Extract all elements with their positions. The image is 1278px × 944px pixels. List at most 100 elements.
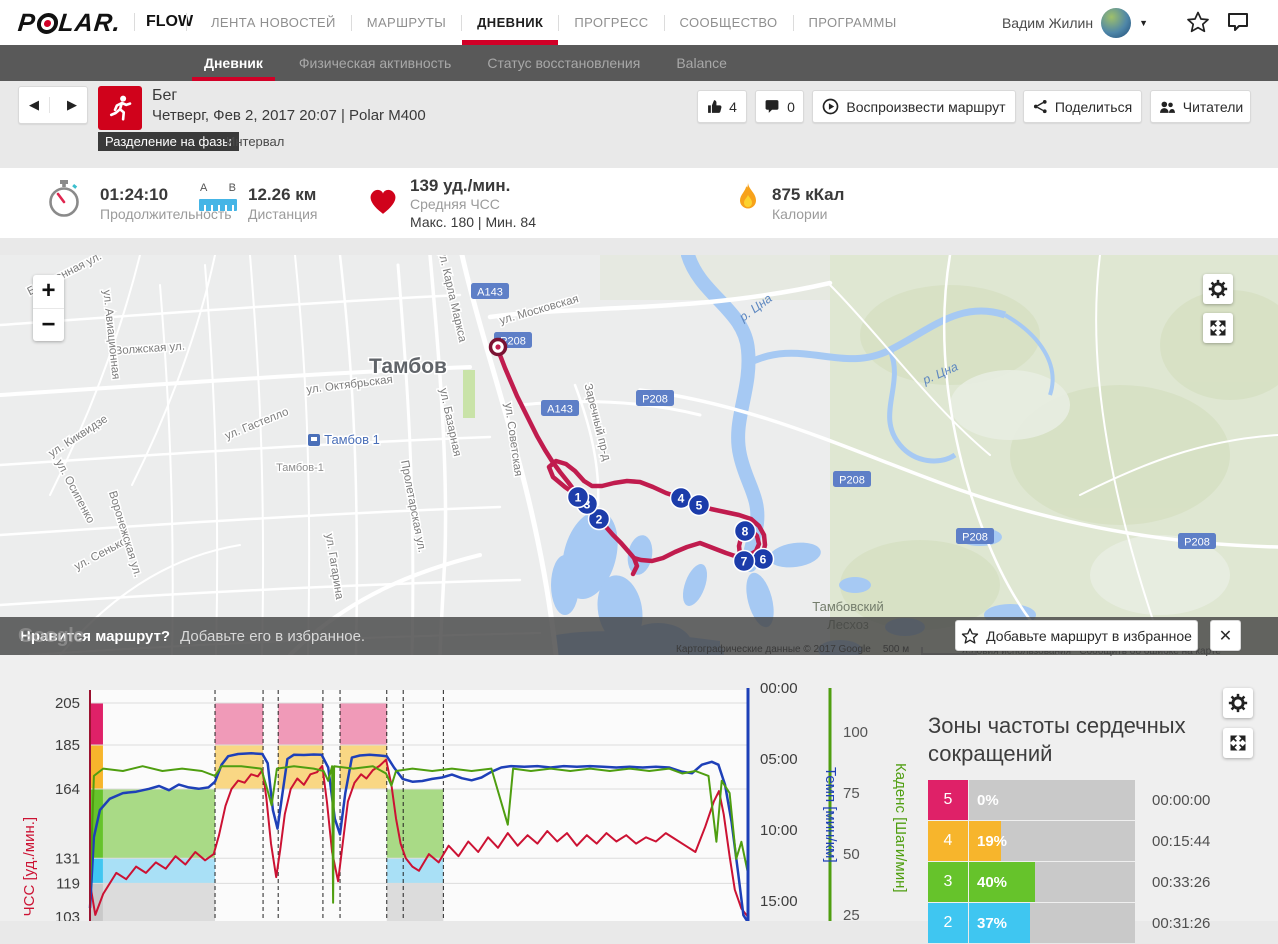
svg-text:6: 6: [760, 553, 767, 567]
zoom-in-button[interactable]: +: [33, 275, 64, 309]
main-nav-item[interactable]: ПРОГРАММЫ: [794, 0, 912, 45]
top-header: PLAR. FLOW ЛЕНТА НОВОСТЕЙМАРШРУТЫДНЕВНИК…: [0, 0, 1278, 45]
cadence-tick: 25: [843, 907, 860, 921]
followers-button[interactable]: Читатели: [1150, 90, 1251, 123]
next-activity-button[interactable]: ▶: [57, 97, 87, 113]
route-marker-6[interactable]: 6: [753, 549, 774, 570]
zone-percent: 37%: [977, 903, 1007, 943]
share-label: Поделиться: [1055, 99, 1132, 115]
route-marker-8[interactable]: 8: [735, 521, 756, 542]
svg-text:4: 4: [678, 492, 685, 506]
google-logo: Google: [18, 625, 84, 648]
hr-tick: 205: [55, 695, 80, 712]
main-nav-item[interactable]: ЛЕНТА НОВОСТЕЙ: [196, 0, 351, 45]
prev-activity-button[interactable]: ◀: [19, 97, 50, 113]
chevron-down-icon[interactable]: ▼: [1139, 18, 1148, 28]
like-button[interactable]: 4: [697, 90, 747, 123]
zone-number: 4: [928, 821, 968, 861]
pace-tick: 00:00: [760, 680, 798, 697]
zone-band: [387, 789, 444, 858]
avg-hr-label: Средняя ЧСС: [410, 196, 500, 212]
main-nav-item[interactable]: ПРОГРЕСС: [559, 0, 663, 45]
route-map[interactable]: ТамбовТамбов 1Тамбов-1ул. Советскаяул. Б…: [0, 255, 1278, 655]
comments-button[interactable]: 0: [755, 90, 804, 123]
main-nav-item[interactable]: МАРШРУТЫ: [352, 0, 461, 45]
hr-tick: 164: [55, 781, 80, 798]
diary-subnav: ДневникФизическая активностьСтатус восст…: [0, 45, 1278, 81]
route-marker-5[interactable]: 5: [689, 495, 710, 516]
zoom-out-button[interactable]: −: [33, 309, 64, 342]
chart-fullscreen-button[interactable]: [1223, 728, 1253, 758]
add-route-favorite-label: Добавьте маршрут в избранное: [986, 628, 1192, 644]
distance-label: Дистанция: [248, 206, 318, 222]
map-canvas[interactable]: ТамбовТамбов 1Тамбов-1ул. Советскаяул. Б…: [0, 255, 1278, 655]
road-badge: Р208: [1178, 533, 1216, 549]
subnav-item[interactable]: Balance: [658, 45, 745, 81]
zone-band: [90, 745, 103, 789]
zone-band: [215, 703, 263, 745]
attribution-text: Картографические данные © 2017 Google: [676, 644, 871, 655]
polar-logo[interactable]: PLAR.: [16, 9, 122, 38]
hr-pace-cadence-chart[interactable]: 20518516413111910300:0005:0010:0015:0010…: [0, 675, 928, 921]
distance-ab-labels: AB: [200, 182, 236, 194]
zone-percent: 0%: [977, 780, 999, 820]
chart-settings-button[interactable]: [1223, 688, 1253, 718]
add-route-favorite-button[interactable]: Добавьте маршрут в избранное: [955, 620, 1198, 651]
zone-band: [90, 703, 103, 745]
main-nav-item[interactable]: ДНЕВНИК: [462, 0, 558, 45]
subnav-item[interactable]: Дневник: [186, 45, 281, 81]
zone-time: 00:00:00: [1135, 780, 1240, 820]
calories-value: 875 кКал: [772, 185, 844, 205]
hr-zone-row: 3 40% 00:33:26: [928, 862, 1240, 902]
subnav-item[interactable]: Физическая активность: [281, 45, 469, 81]
expand-icon: [1208, 318, 1228, 338]
messages-icon[interactable]: [1226, 10, 1250, 39]
zone-percent: 40%: [977, 862, 1007, 902]
summary-stats-bar: 01:24:10 Продолжительность AB 12.26 км Д…: [0, 168, 1278, 238]
hr-zones-title: Зоны частоты сердечных сокращений: [928, 712, 1228, 768]
zone-bar: 0%: [969, 780, 1135, 820]
zone-band: [103, 789, 215, 858]
svg-text:7: 7: [741, 555, 748, 569]
running-sport-icon: [98, 86, 142, 130]
stopwatch-icon: [45, 178, 85, 222]
zone-time: 00:15:44: [1135, 821, 1240, 861]
route-marker-1[interactable]: 1: [568, 487, 589, 508]
road-badge: А143: [541, 400, 579, 416]
map-zoom-control: + −: [33, 275, 64, 341]
subnav-item[interactable]: Статус восстановления: [469, 45, 658, 81]
main-nav-item[interactable]: СООБЩЕСТВО: [665, 0, 793, 45]
ruler-icon: [198, 198, 238, 212]
svg-text:8: 8: [742, 525, 749, 539]
zone-number: 2: [928, 903, 968, 943]
pace-axis-title: Темп [мин/км]: [822, 767, 839, 863]
zone-time: 00:33:26: [1135, 862, 1240, 902]
people-icon: [1158, 99, 1176, 114]
map-settings-button[interactable]: [1203, 274, 1233, 304]
zone-band: [387, 858, 444, 883]
user-menu[interactable]: Вадим Жилин ▼: [1002, 0, 1148, 45]
share-icon: [1033, 99, 1048, 114]
favorites-star-icon[interactable]: [1186, 10, 1210, 39]
replay-route-label: Воспроизвести маршрут: [846, 99, 1005, 115]
zone-band: [103, 883, 215, 921]
replay-route-button[interactable]: Воспроизвести маршрут: [812, 90, 1016, 123]
close-banner-button[interactable]: ✕: [1210, 620, 1241, 651]
hr-minmax: Макс. 180 | Мин. 84: [410, 214, 536, 230]
svg-text:Р208: Р208: [642, 394, 668, 406]
avatar[interactable]: [1101, 8, 1131, 38]
comment-icon: [764, 99, 780, 114]
hr-tick: 119: [56, 875, 80, 892]
cadence-axis-title: Каденс [Шаги/мин]: [892, 763, 909, 893]
polar-flow-exercise-page: { "header": { "logo_p": "P", "logo_rest"…: [0, 0, 1278, 921]
divider: [134, 13, 135, 31]
calories-label: Калории: [772, 206, 827, 222]
share-button[interactable]: Поделиться: [1023, 90, 1142, 123]
route-marker-7[interactable]: 7: [734, 551, 755, 572]
prev-next-activity: ◀ ▶: [18, 86, 88, 124]
phases-tooltip: Разделение на фазы: [98, 132, 239, 151]
duration-value: 01:24:10: [100, 185, 168, 205]
zone-number: 3: [928, 862, 968, 902]
followers-label: Читатели: [1183, 99, 1243, 115]
map-fullscreen-button[interactable]: [1203, 313, 1233, 343]
